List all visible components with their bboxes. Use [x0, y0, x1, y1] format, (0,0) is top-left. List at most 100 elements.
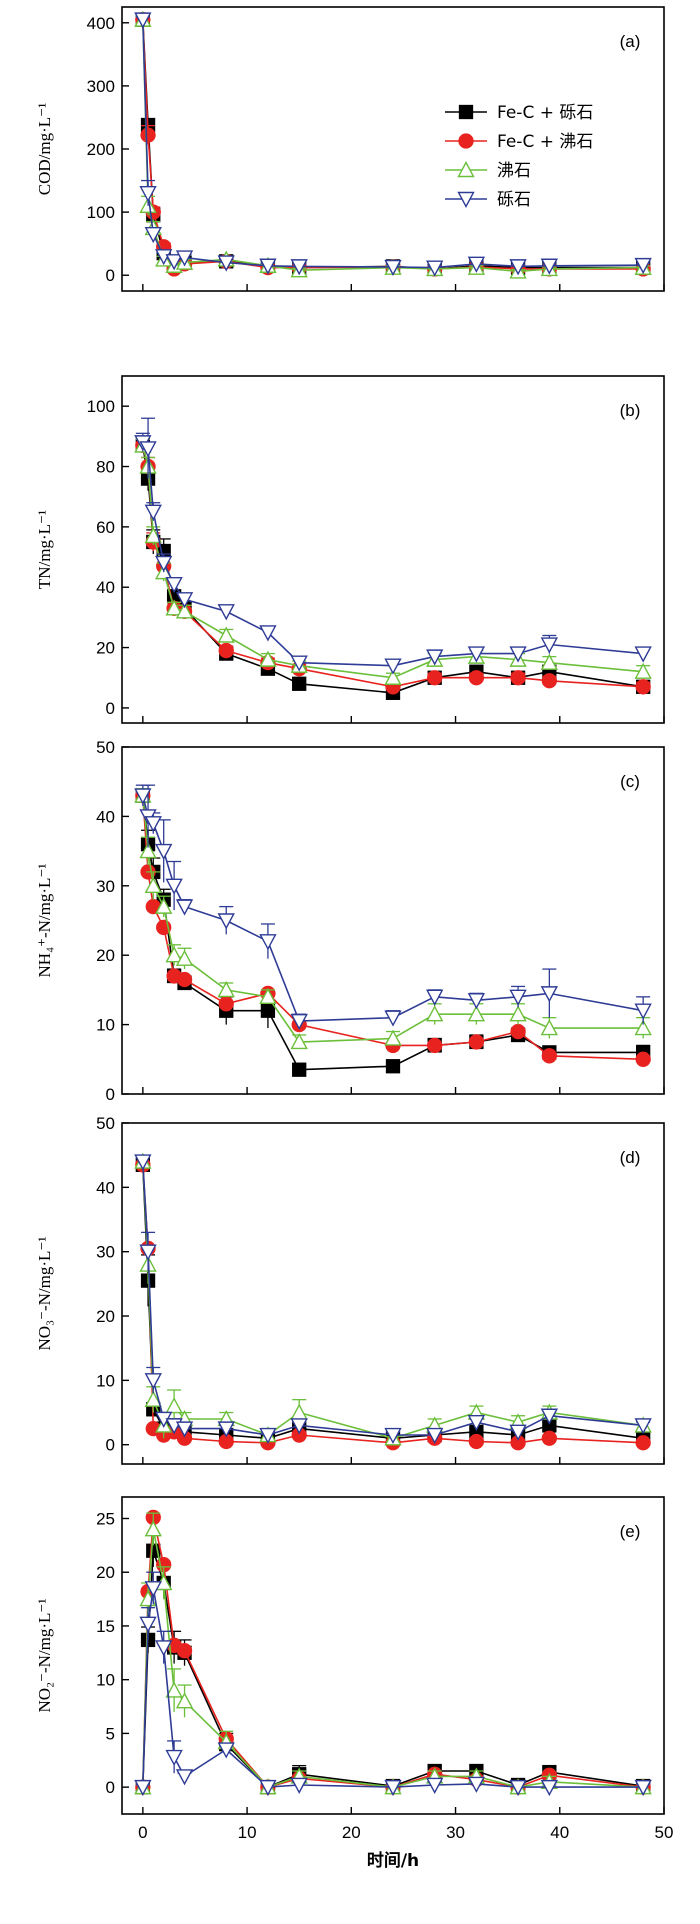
legend-label: 砾石 [497, 190, 531, 210]
data-point [509, 646, 527, 663]
data-point [540, 1408, 559, 1425]
data-point [427, 1037, 443, 1054]
legend-label: Fe-C + 砾石 [497, 103, 593, 123]
data-point [426, 1005, 444, 1022]
data-point [175, 949, 194, 966]
series-line [142, 1550, 644, 1789]
data-point [290, 1032, 308, 1050]
data-point [176, 1643, 193, 1659]
data-point [384, 259, 402, 277]
series-0 [135, 1157, 651, 1446]
panel-label: (a) [620, 32, 641, 51]
series-3 [134, 784, 652, 1031]
data-point [290, 1777, 308, 1794]
data-point [165, 1681, 183, 1698]
data-point [292, 676, 307, 691]
data-point [384, 668, 402, 685]
data-point [467, 1414, 486, 1432]
data-point [144, 1520, 162, 1537]
data-point [175, 592, 194, 609]
data-point [144, 504, 162, 521]
data-point [540, 986, 559, 1003]
data-point [175, 1421, 194, 1438]
data-point [259, 934, 277, 951]
panel-b: 0 20 40 60 80 100 (b) TN/mg·L⁻¹ [35, 375, 665, 724]
data-point [155, 555, 173, 573]
data-point [259, 625, 277, 642]
series-2 [134, 786, 652, 1050]
data-point [134, 788, 152, 805]
data-point [139, 1616, 157, 1633]
panel-d: 0 10 20 30 40 50 (d) NO₃⁻-N/mg·L⁻¹ [35, 1114, 665, 1465]
panel-label: (c) [620, 772, 640, 791]
data-point [509, 259, 527, 276]
data-point [540, 653, 559, 670]
panel-label: (e) [620, 1522, 641, 1541]
data-point [165, 599, 183, 616]
legend-item: Fe-C + 砾石 [445, 103, 593, 123]
y-tick-label: 0 [106, 1436, 115, 1455]
data-point [509, 1779, 527, 1797]
data-point [259, 258, 277, 275]
series-line [142, 441, 644, 667]
data-point [385, 1059, 401, 1074]
y-tick-label: 400 [87, 14, 115, 33]
data-point [426, 1777, 444, 1794]
data-point [634, 1779, 652, 1797]
data-point [540, 1019, 559, 1036]
series-line [142, 1517, 644, 1789]
x-tick-label: 20 [342, 1823, 361, 1842]
data-point [290, 655, 308, 672]
series-line [142, 1161, 644, 1436]
y-axis-label: NO₂⁻-N/mg·L⁻¹ [35, 1599, 54, 1713]
series-line [142, 445, 644, 688]
y-tick-label: 20 [96, 946, 115, 965]
y-tick-label: 20 [96, 639, 115, 658]
data-point [509, 1424, 527, 1441]
y-tick-label: 5 [106, 1724, 115, 1743]
data-point [217, 980, 235, 998]
y-axis-label: TN/mg·L⁻¹ [35, 510, 54, 589]
series-line [142, 1164, 644, 1440]
data-point [634, 1003, 652, 1020]
y-tick-label: 40 [96, 807, 115, 826]
legend-marker [458, 104, 474, 120]
data-point [217, 1421, 235, 1438]
series-line [142, 1529, 644, 1789]
data-point [175, 1769, 194, 1786]
data-point [217, 604, 235, 621]
panel-label: (b) [620, 401, 641, 420]
data-point [155, 1640, 173, 1657]
data-point [176, 971, 193, 988]
y-tick-label: 100 [87, 397, 115, 416]
data-point [144, 226, 162, 244]
data-point [260, 1003, 276, 1018]
data-point [509, 989, 527, 1006]
y-tick-label: 30 [96, 1243, 115, 1262]
data-point [134, 1154, 152, 1171]
data-point [426, 1427, 444, 1445]
series-line [142, 445, 644, 694]
legend-item: Fe-C + 沸石 [445, 132, 593, 152]
y-tick-label: 50 [96, 1114, 115, 1133]
y-axis-label: NH₄⁺-N/mg·L⁻¹ [35, 864, 54, 978]
data-point [165, 946, 183, 963]
legend-marker [457, 191, 475, 208]
series-2 [134, 1152, 652, 1446]
x-tick-label: 30 [446, 1823, 465, 1842]
data-point [467, 993, 486, 1010]
y-tick-label: 0 [106, 266, 115, 285]
data-point [217, 626, 235, 643]
data-point [510, 1023, 526, 1040]
data-point [134, 1779, 152, 1797]
y-axis-label: NO₃⁻-N/mg·L⁻¹ [35, 1237, 54, 1351]
y-tick-label: 0 [106, 1778, 115, 1797]
data-point [175, 602, 194, 619]
data-point [259, 650, 277, 667]
data-point [426, 649, 444, 666]
data-point [155, 843, 173, 861]
data-point [540, 637, 559, 654]
data-point [175, 1692, 194, 1709]
y-axis-label: COD/mg·L⁻¹ [35, 103, 54, 195]
data-point [165, 577, 183, 594]
